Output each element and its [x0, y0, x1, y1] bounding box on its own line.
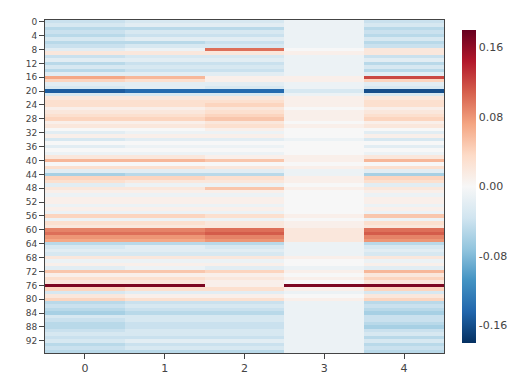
svg-text:0.08: 0.08 — [479, 111, 504, 124]
svg-text:88: 88 — [26, 322, 38, 332]
svg-text:0: 0 — [81, 362, 88, 375]
svg-text:8: 8 — [31, 45, 37, 55]
svg-text:1: 1 — [161, 362, 168, 375]
svg-text:52: 52 — [26, 197, 37, 207]
svg-text:72: 72 — [26, 267, 37, 277]
svg-text:92: 92 — [26, 336, 37, 346]
svg-text:-0.08: -0.08 — [479, 250, 507, 263]
svg-text:24: 24 — [26, 100, 38, 110]
svg-text:48: 48 — [26, 183, 38, 193]
svg-text:32: 32 — [26, 128, 37, 138]
svg-text:40: 40 — [26, 156, 38, 166]
svg-text:60: 60 — [26, 225, 38, 235]
svg-text:20: 20 — [26, 86, 38, 96]
svg-text:4: 4 — [401, 362, 408, 375]
svg-text:16: 16 — [26, 72, 38, 82]
svg-text:28: 28 — [26, 114, 38, 124]
svg-text:-0.16: -0.16 — [479, 319, 507, 332]
svg-text:56: 56 — [26, 211, 38, 221]
svg-text:0.16: 0.16 — [479, 41, 504, 54]
svg-text:4: 4 — [31, 31, 37, 41]
svg-text:76: 76 — [26, 281, 38, 291]
svg-text:12: 12 — [26, 59, 37, 69]
svg-text:0: 0 — [31, 17, 37, 27]
svg-text:68: 68 — [26, 253, 38, 263]
svg-text:36: 36 — [26, 142, 38, 152]
svg-text:44: 44 — [26, 170, 38, 180]
svg-text:80: 80 — [26, 294, 38, 304]
svg-text:64: 64 — [26, 239, 38, 249]
svg-text:3: 3 — [321, 362, 328, 375]
svg-text:84: 84 — [26, 308, 38, 318]
svg-text:2: 2 — [241, 362, 248, 375]
svg-text:0.00: 0.00 — [479, 180, 504, 193]
